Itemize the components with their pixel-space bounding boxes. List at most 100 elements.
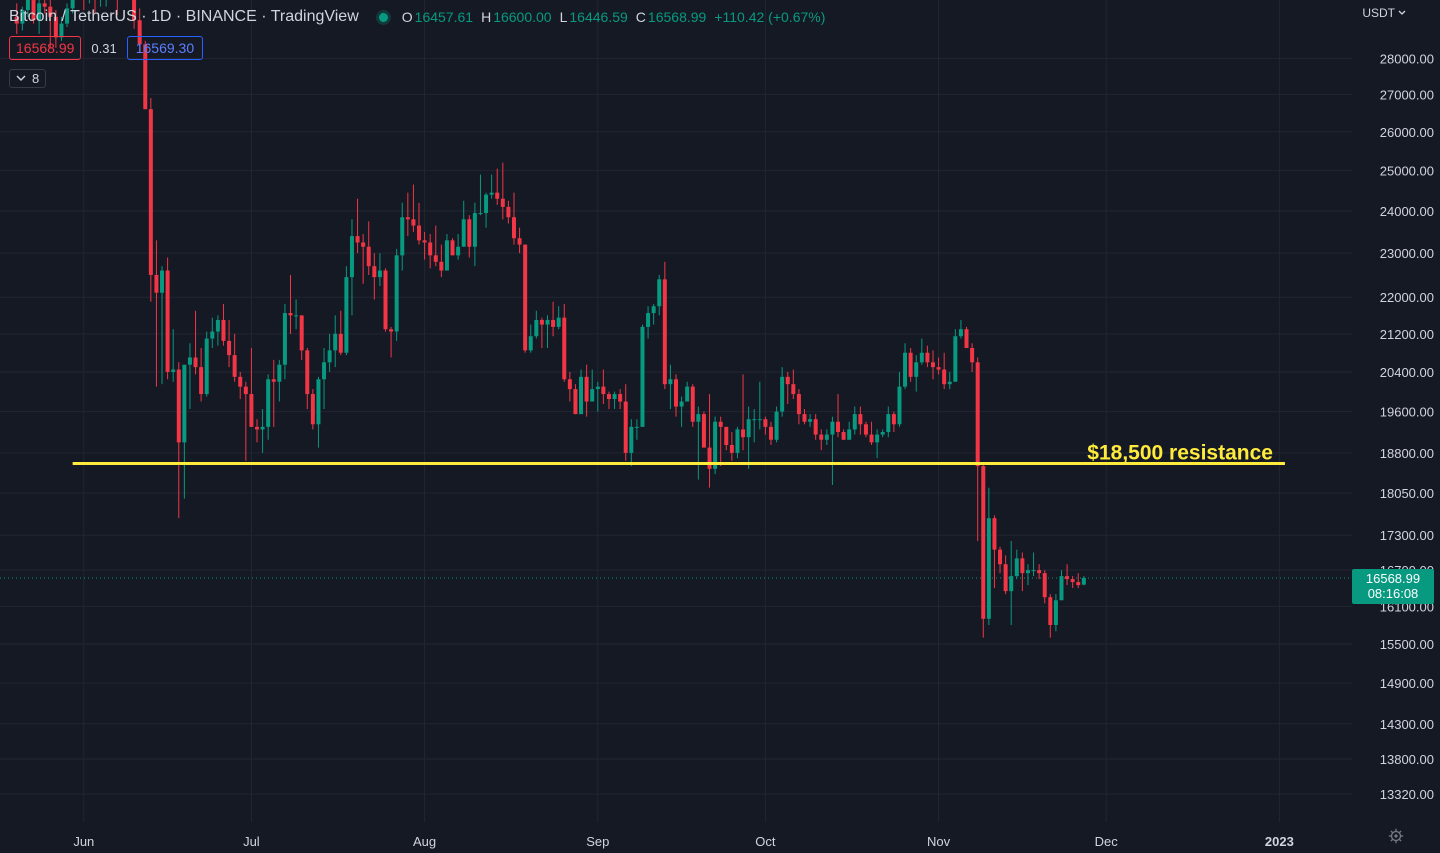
candle-body [394, 255, 399, 332]
candle-body [411, 219, 416, 226]
candle-body [802, 414, 807, 422]
candle-body [243, 386, 248, 395]
candle [1014, 549, 1019, 580]
candle [808, 414, 813, 427]
candle [405, 192, 410, 237]
candle-body [187, 357, 192, 365]
candle-body [176, 369, 181, 443]
candle-body [160, 270, 165, 293]
candle-body [623, 401, 628, 453]
price-tick-label: 21200.00 [1380, 327, 1434, 342]
candle-body [517, 238, 522, 245]
candle-body [1020, 558, 1025, 574]
candle-body [646, 313, 651, 327]
candle [1053, 594, 1058, 632]
low-label: L [559, 9, 568, 25]
candle-body [132, 0, 137, 21]
candle-body [37, 3, 42, 21]
candle-body [400, 217, 405, 256]
candle-body [528, 336, 533, 351]
candle-body [20, 10, 25, 24]
time-axis: Jun Jul Aug Sep Oct Nov Dec 2023 [73, 834, 1294, 849]
candle-body [472, 213, 477, 247]
candle [651, 303, 656, 325]
candle [227, 319, 232, 368]
close-value: 16568.99 [647, 9, 707, 25]
candle [31, 0, 36, 24]
candle-body [992, 518, 997, 550]
open-label: O [401, 9, 413, 25]
symbol-title[interactable]: Bitcoin / TetherUS · 1D · BINANCE · Trad… [9, 8, 359, 25]
settings-button[interactable] [1388, 828, 1404, 849]
candle [489, 174, 494, 199]
close-label: C [635, 9, 646, 25]
candle-body [361, 242, 366, 247]
currency-selector[interactable]: USDT [1362, 6, 1406, 20]
candle [623, 384, 628, 461]
candle-body [768, 426, 773, 440]
candle-body [930, 362, 935, 368]
candle-body [651, 306, 656, 314]
candle-body [897, 386, 902, 425]
candle-body [836, 421, 841, 433]
candle [467, 215, 472, 258]
candle [310, 389, 315, 430]
candle-body [171, 369, 176, 372]
candle-body [774, 411, 779, 440]
candle [774, 406, 779, 443]
candle [1081, 576, 1086, 586]
candle [970, 343, 975, 372]
time-tick-label: Dec [1095, 834, 1119, 849]
candle-body [506, 206, 511, 218]
candle [282, 303, 287, 380]
gear-icon [1388, 828, 1404, 844]
sell-button[interactable]: 16568.99 [9, 36, 82, 60]
candle-body [595, 386, 600, 390]
candle [461, 200, 466, 247]
candle-body [372, 266, 377, 278]
candle [372, 253, 377, 300]
candle-body [456, 246, 461, 256]
candle-body [1037, 570, 1042, 574]
candle [53, 10, 58, 48]
candle-body [366, 246, 371, 267]
candle-body [590, 389, 595, 402]
chart-header: Bitcoin / TetherUS · 1D · BINANCE · Trad… [9, 8, 825, 26]
price-tick-label: 17300.00 [1380, 528, 1434, 543]
candle-body [567, 379, 572, 390]
candle [137, 8, 142, 54]
candle [65, 3, 70, 28]
candle [444, 233, 449, 271]
candle [132, 0, 137, 29]
candle [674, 374, 678, 417]
candle-body [534, 319, 539, 337]
candle [869, 421, 874, 445]
candle-body [500, 198, 505, 207]
candle-body [193, 357, 198, 368]
buy-button[interactable]: 16569.30 [126, 36, 204, 60]
candle [958, 319, 963, 339]
candle [472, 202, 477, 267]
candle [880, 429, 885, 438]
candle-body [1003, 564, 1008, 592]
candle [25, 0, 30, 17]
candle [176, 362, 181, 519]
candle [523, 244, 528, 353]
candle [305, 347, 310, 410]
candle-body [573, 389, 578, 415]
time-tick-label: Sep [586, 834, 609, 849]
candle [14, 3, 19, 34]
candle [679, 396, 684, 427]
candle [478, 174, 483, 216]
candle-body [1009, 576, 1014, 592]
candle-body [495, 192, 500, 199]
candle-body [355, 236, 360, 243]
candle [707, 394, 712, 488]
indicators-toggle-button[interactable]: 8 [9, 69, 47, 88]
candle [690, 384, 695, 427]
candle-body [863, 424, 868, 435]
candle [562, 303, 567, 382]
candle-body [886, 414, 891, 433]
candle-body [584, 376, 589, 402]
